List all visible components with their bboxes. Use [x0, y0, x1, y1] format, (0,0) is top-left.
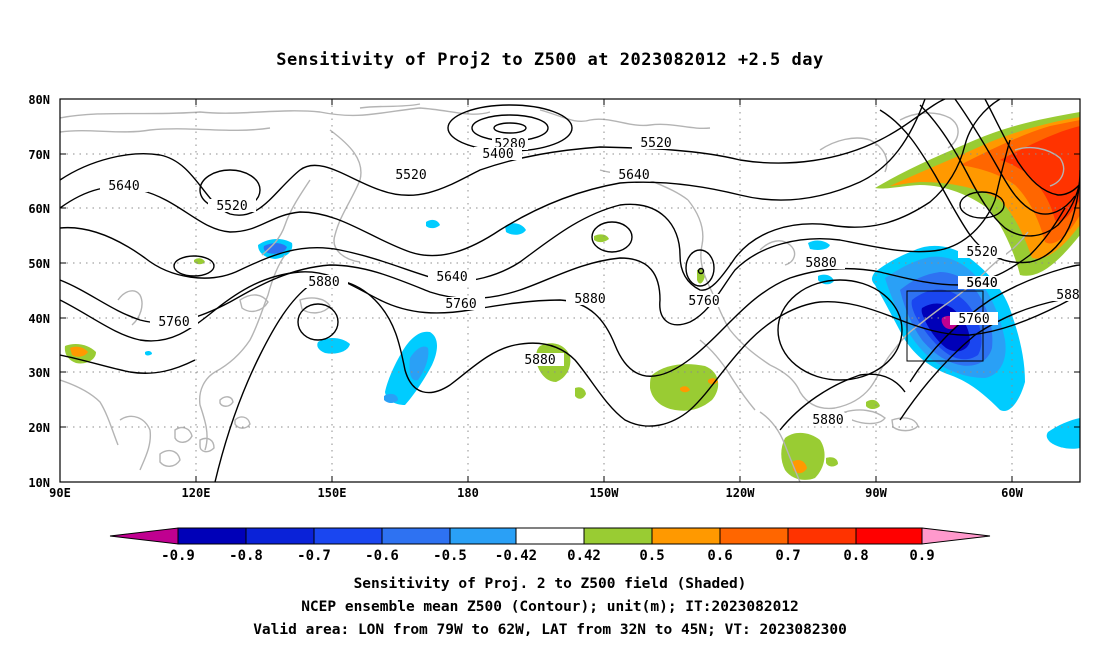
colorbar-box [177, 527, 247, 545]
latitude-labels: 80N 70N 60N 50N 40N 30N 20N 10N [28, 93, 50, 490]
contour-label: 5880 [308, 275, 339, 290]
contour-label: 5760 [445, 297, 476, 312]
lat-label-80n: 80N [28, 93, 50, 107]
colorbar-box [719, 527, 789, 545]
lon-label-150e: 150E [318, 486, 347, 500]
colorbar-label: 0.9 [909, 548, 934, 564]
contour-label: 5640 [966, 276, 997, 291]
contour-label: 5880 [524, 353, 555, 368]
caption-line-2: NCEP ensemble mean Z500 (Contour); unit(… [301, 599, 799, 615]
colorbar-label: -0.6 [365, 548, 399, 564]
lat-label-20n: 20N [28, 421, 50, 435]
colorbar-box [651, 527, 721, 545]
map-caption: Sensitivity of Proj. 2 to Z500 field (Sh… [0, 573, 1100, 642]
colorbar-high-end [921, 527, 991, 545]
contour-labels: 5280 5400 5520 5520 5520 5640 5640 5640 … [100, 136, 1080, 428]
lon-label-180: 180 [457, 486, 479, 500]
colorbar-box [449, 527, 517, 545]
colorbar-label: 0.7 [775, 548, 800, 564]
contour-label: 5760 [158, 315, 189, 330]
colorbar-label: -0.8 [229, 548, 263, 564]
map-title: Sensitivity of Proj2 to Z500 at 20230820… [276, 50, 824, 70]
colorbar-box [583, 527, 653, 545]
colorbar-box [245, 527, 315, 545]
shaded-sensitivity [64, 112, 1080, 480]
lon-label-90e: 90E [49, 486, 71, 500]
coastlines [60, 103, 1065, 482]
sensitivity-map: 5280 5400 5520 5520 5520 5640 5640 5640 … [28, 93, 1081, 564]
colorbar-label: 0.8 [843, 548, 868, 564]
lon-label-120w: 120W [726, 486, 756, 500]
caption-line-1: Sensitivity of Proj. 2 to Z500 field (Sh… [353, 576, 747, 592]
colorbar-box [381, 527, 451, 545]
colorbar-box [313, 527, 383, 545]
contour-label: 5640 [436, 270, 467, 285]
contour-label: 5640 [966, 276, 997, 291]
lat-label-30n: 30N [28, 366, 50, 380]
lon-label-150w: 150W [590, 486, 620, 500]
caption-line-3: Valid area: LON from 79W to 62W, LAT fro… [253, 622, 847, 638]
contour-label: 5640 [108, 179, 139, 194]
contour-label: 5760 [688, 294, 719, 309]
lat-label-60n: 60N [28, 202, 50, 216]
contour-label: 5520 [216, 199, 247, 214]
contour-label: 5400 [482, 147, 513, 162]
colorbar [109, 527, 991, 545]
colorbar-label: -0.9 [161, 548, 195, 564]
lat-label-70n: 70N [28, 148, 50, 162]
contour-label: 588 [1056, 288, 1079, 303]
contour-label: 5520 [395, 168, 426, 183]
colorbar-label: 0.6 [707, 548, 732, 564]
colorbar-label: -0.7 [297, 548, 331, 564]
plot-frame [59, 98, 1081, 483]
contour-label: 5640 [618, 168, 649, 183]
lat-label-10n: 10N [28, 476, 50, 490]
lat-label-50n: 50N [28, 257, 50, 271]
contour-label: 5760 [958, 312, 989, 327]
valid-area-box [906, 290, 984, 362]
colorbar-box [515, 527, 585, 545]
lon-label-120e: 120E [182, 486, 211, 500]
colorbar-low-end [109, 527, 179, 545]
colorbar-label: -0.5 [433, 548, 467, 564]
colorbar-box [787, 527, 857, 545]
colorbar-box [855, 527, 923, 545]
colorbar-label: 0.5 [639, 548, 664, 564]
axis-ticks [60, 98, 1080, 482]
lon-label-60w: 60W [1001, 486, 1023, 500]
lon-label-90w: 90W [865, 486, 887, 500]
longitude-labels: 90E 120E 150E 180 150W 120W 90W 60W [49, 486, 1023, 500]
colorbar-labels: -0.9 -0.8 -0.7 -0.6 -0.5 -0.42 0.42 0.5 … [161, 548, 935, 564]
colorbar-label: 0.42 [567, 548, 601, 564]
contour-label: 5520 [966, 245, 997, 260]
colorbar-label: -0.42 [495, 548, 537, 564]
contour-label: 5880 [805, 256, 836, 271]
contour-label: 5880 [812, 413, 843, 428]
contour-label: 5880 [574, 292, 605, 307]
lat-label-40n: 40N [28, 312, 50, 326]
contour-label: 5520 [640, 136, 671, 151]
